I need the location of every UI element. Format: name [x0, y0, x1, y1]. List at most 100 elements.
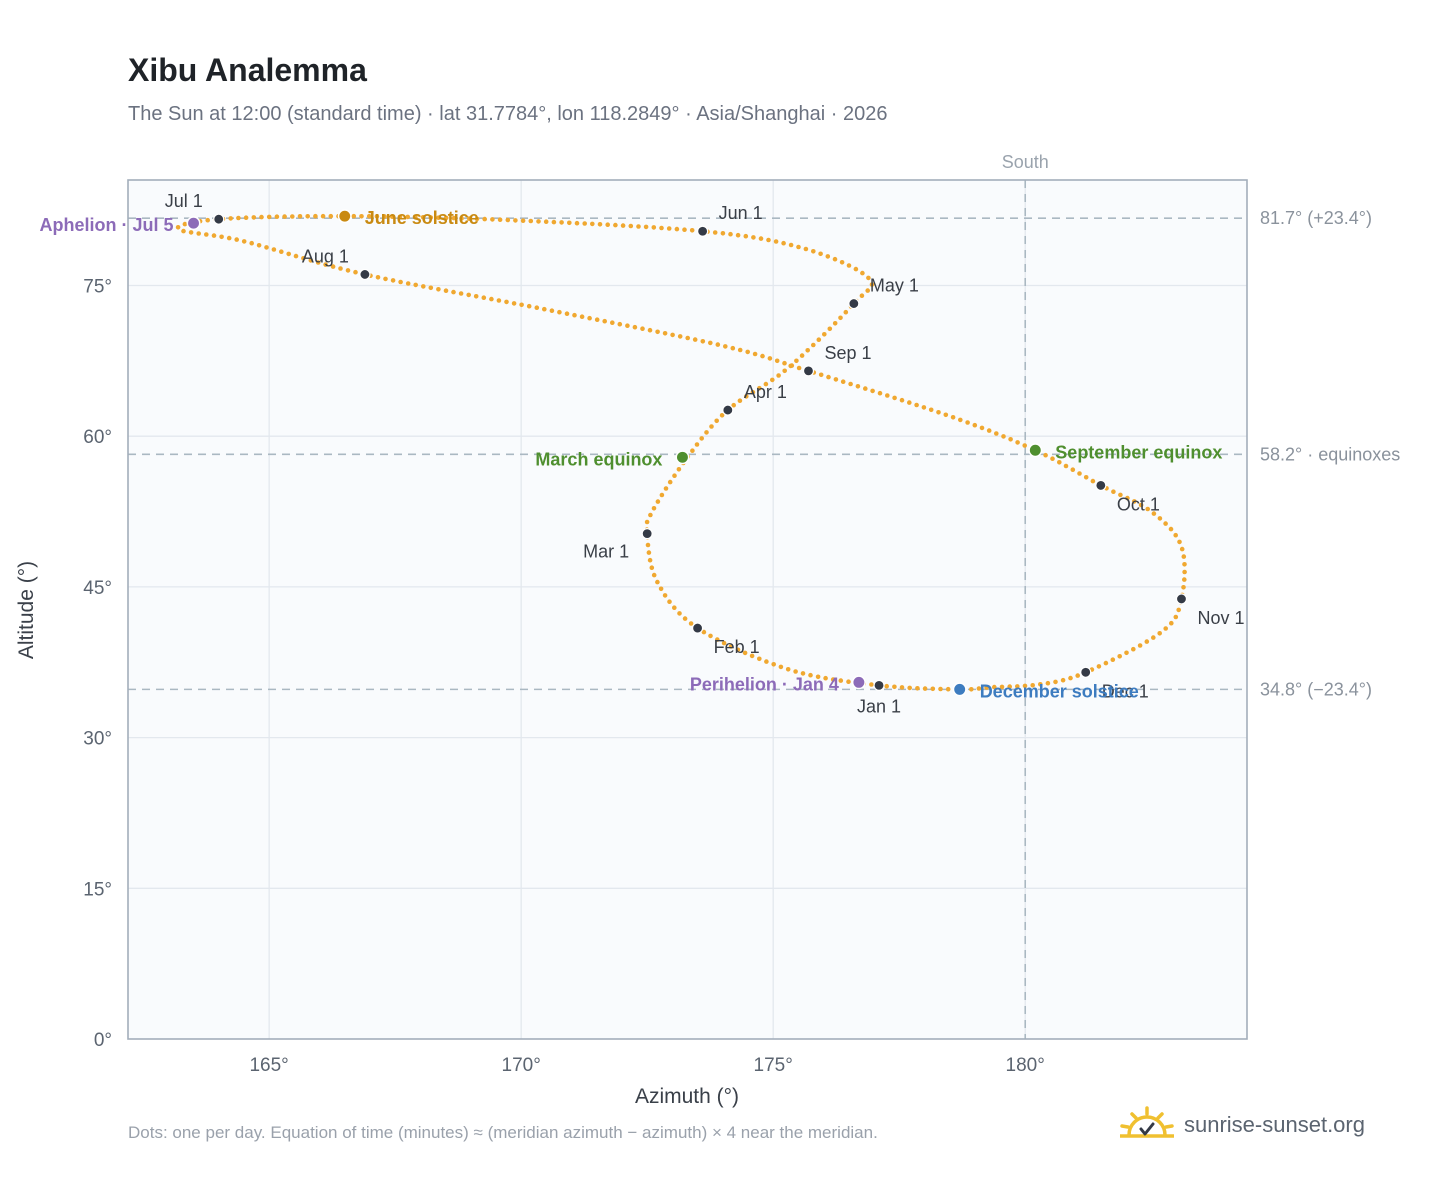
month-marker-label: Jul 1	[165, 191, 203, 211]
chart-subtitle: The Sun at 12:00 (standard time) · lat 3…	[128, 103, 888, 125]
daily-sun-dot	[853, 266, 859, 272]
daily-sun-dot	[943, 412, 949, 418]
daily-sun-dot	[914, 402, 919, 408]
daily-sun-dot	[567, 220, 572, 226]
month-marker-dot	[1080, 666, 1092, 678]
daily-sun-dot	[758, 236, 764, 241]
month-marker-dot	[1175, 593, 1188, 605]
daily-sun-dot	[520, 218, 526, 223]
brand-logo[interactable]: sunrise-sunset.org	[1120, 1100, 1365, 1150]
daily-sun-dot	[219, 234, 224, 240]
daily-sun-dot	[274, 214, 280, 219]
daily-sun-dot	[1043, 452, 1048, 458]
daily-sun-dot	[799, 353, 805, 358]
daily-sun-dot	[436, 287, 441, 292]
daily-sun-dot	[1022, 443, 1027, 448]
daily-sun-dot	[243, 215, 249, 220]
daily-sun-dot	[481, 295, 487, 301]
daily-sun-dot	[667, 479, 673, 485]
daily-sun-dot	[666, 226, 672, 231]
daily-sun-dot	[557, 309, 562, 315]
daily-sun-dot	[1077, 471, 1082, 476]
daily-sun-dot	[659, 492, 665, 498]
daily-sun-dot	[605, 222, 610, 227]
daily-sun-dot	[474, 216, 480, 222]
reference-line-label: 34.8° (−23.4°)	[1260, 679, 1372, 699]
daily-sun-dot	[840, 379, 846, 385]
daily-sun-dot	[323, 262, 328, 267]
daily-sun-dot	[413, 282, 419, 288]
daily-sun-dot	[838, 315, 843, 321]
month-marker-label: Sep 1	[824, 343, 871, 363]
daily-sun-dot	[667, 599, 672, 604]
month-marker-dot	[848, 297, 860, 310]
daily-sun-dot	[870, 388, 875, 394]
daily-sun-dot	[574, 220, 580, 226]
daily-sun-dot	[714, 418, 719, 424]
daily-sun-dot	[648, 512, 653, 518]
daily-sun-dot	[832, 321, 838, 326]
daily-sun-dot	[1181, 585, 1186, 590]
daily-sun-dot	[234, 237, 239, 242]
daily-sun-dot	[1015, 440, 1020, 445]
daily-sun-dot	[938, 686, 943, 692]
y-tick-label: 0°	[94, 1030, 112, 1051]
daily-sun-dot	[884, 683, 889, 689]
daily-sun-dot	[785, 667, 791, 672]
daily-sun-dot	[256, 243, 262, 248]
daily-sun-dot	[688, 621, 694, 626]
daily-sun-dot	[1181, 554, 1187, 559]
daily-sun-dot	[922, 686, 928, 691]
daily-sun-dot	[640, 326, 645, 332]
daily-sun-dot	[226, 235, 232, 241]
daily-sun-dot	[677, 611, 682, 616]
daily-sun-dot	[979, 425, 985, 431]
event-marker-label: Aphelion · Jul 5	[40, 215, 174, 235]
daily-sun-dot	[672, 473, 677, 479]
daily-sun-dot	[1157, 631, 1162, 636]
daily-sun-dot	[397, 214, 403, 220]
daily-sun-dot	[751, 235, 756, 240]
month-marker-label: Jun 1	[719, 203, 763, 223]
daily-sun-dot	[855, 384, 861, 389]
x-tick-label: 180°	[1006, 1055, 1045, 1076]
daily-sun-dot	[398, 279, 403, 285]
daily-sun-dot	[1045, 680, 1051, 686]
y-tick-label: 30°	[83, 729, 112, 750]
daily-sun-dot	[511, 301, 517, 306]
daily-sun-dot	[496, 298, 502, 303]
daily-sun-dot	[899, 397, 905, 403]
y-tick-label: 60°	[83, 427, 112, 448]
event-marker-label: June solstice	[365, 208, 479, 228]
daily-sun-dot	[1118, 492, 1123, 498]
daily-sun-dot	[994, 431, 999, 436]
daily-sun-dot	[175, 225, 181, 230]
daily-sun-dot	[266, 214, 272, 220]
daily-sun-dot	[526, 303, 532, 309]
daily-sun-dot	[796, 244, 801, 250]
daily-sun-dot	[685, 335, 690, 341]
daily-sun-dot	[750, 390, 756, 395]
daily-sun-dot	[823, 675, 828, 681]
daily-sun-dot	[794, 358, 799, 364]
daily-sun-dot	[390, 214, 395, 219]
event-marker-label: Perihelion · Jan 4	[690, 674, 839, 694]
daily-sun-dot	[313, 213, 318, 219]
daily-sun-dot	[205, 217, 210, 223]
daily-sun-dot	[1176, 607, 1181, 613]
daily-sun-dot	[1182, 562, 1187, 567]
daily-sun-dot	[816, 337, 822, 343]
daily-sun-dot	[928, 407, 934, 413]
daily-sun-dot	[770, 377, 775, 383]
daily-sun-dot	[694, 442, 700, 447]
daily-sun-dot	[181, 228, 186, 234]
month-marker-label: Nov 1	[1197, 608, 1244, 628]
daily-sun-dot	[1182, 577, 1187, 582]
daily-sun-dot	[1163, 521, 1168, 526]
daily-sun-dot	[984, 685, 989, 690]
reference-line-label: 81.7° (+23.4°)	[1260, 208, 1372, 228]
daily-sun-dot	[543, 219, 549, 224]
month-marker-label: Oct 1	[1117, 494, 1160, 514]
daily-sun-dot	[793, 669, 798, 674]
daily-sun-dot	[383, 276, 388, 282]
